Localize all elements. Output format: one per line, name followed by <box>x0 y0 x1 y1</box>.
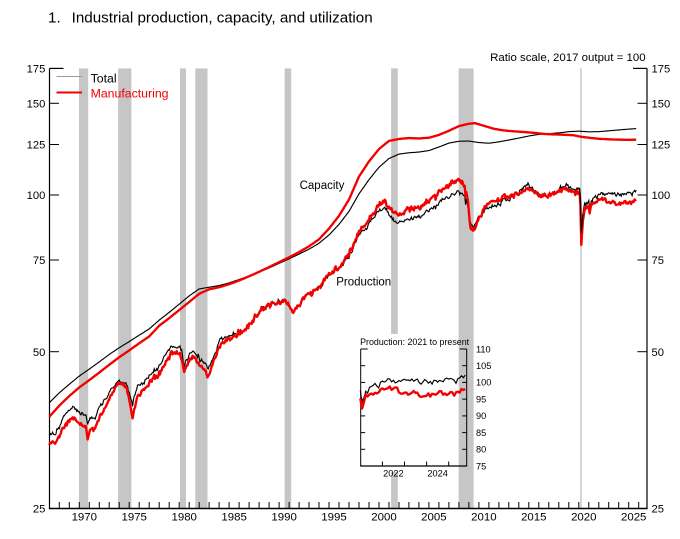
svg-text:25: 25 <box>652 504 664 516</box>
svg-text:1970: 1970 <box>72 512 97 524</box>
svg-text:175: 175 <box>652 64 671 76</box>
svg-text:2025: 2025 <box>621 512 646 524</box>
svg-text:175: 175 <box>27 64 46 76</box>
svg-text:110: 110 <box>476 344 491 354</box>
svg-text:1975: 1975 <box>121 512 146 524</box>
svg-text:2022: 2022 <box>383 468 403 478</box>
svg-text:85: 85 <box>476 428 486 438</box>
svg-text:150: 150 <box>652 98 671 110</box>
svg-text:2000: 2000 <box>371 512 396 524</box>
svg-text:1995: 1995 <box>321 512 346 524</box>
svg-text:Manufacturing: Manufacturing <box>91 87 169 101</box>
svg-text:25: 25 <box>33 504 45 516</box>
svg-text:100: 100 <box>476 378 491 388</box>
svg-text:50: 50 <box>33 347 45 359</box>
svg-text:125: 125 <box>27 140 46 152</box>
svg-text:Production: 2021 to present: Production: 2021 to present <box>360 337 470 347</box>
svg-text:Industrial production, capacit: Industrial production, capacity, and uti… <box>72 9 373 26</box>
svg-text:80: 80 <box>476 445 486 455</box>
svg-text:2020: 2020 <box>571 512 596 524</box>
svg-text:100: 100 <box>652 190 671 202</box>
svg-text:75: 75 <box>652 255 664 267</box>
svg-text:Total: Total <box>91 72 117 86</box>
svg-text:Ratio scale, 2017 output = 100: Ratio scale, 2017 output = 100 <box>490 52 645 64</box>
svg-text:2005: 2005 <box>421 512 446 524</box>
svg-text:1.: 1. <box>48 9 61 26</box>
svg-text:2015: 2015 <box>521 512 546 524</box>
svg-text:125: 125 <box>652 140 671 152</box>
svg-text:Production: Production <box>336 277 391 289</box>
svg-text:1990: 1990 <box>271 512 296 524</box>
svg-text:100: 100 <box>27 190 46 202</box>
svg-text:1980: 1980 <box>171 512 196 524</box>
svg-text:50: 50 <box>652 347 664 359</box>
svg-text:1985: 1985 <box>221 512 246 524</box>
svg-text:2010: 2010 <box>471 512 496 524</box>
svg-text:2024: 2024 <box>427 468 447 478</box>
svg-text:95: 95 <box>476 394 486 404</box>
svg-text:150: 150 <box>27 98 46 110</box>
svg-text:75: 75 <box>476 461 486 471</box>
svg-text:75: 75 <box>33 255 45 267</box>
svg-text:90: 90 <box>476 411 486 421</box>
svg-text:Capacity: Capacity <box>300 180 345 192</box>
svg-text:105: 105 <box>476 361 491 371</box>
